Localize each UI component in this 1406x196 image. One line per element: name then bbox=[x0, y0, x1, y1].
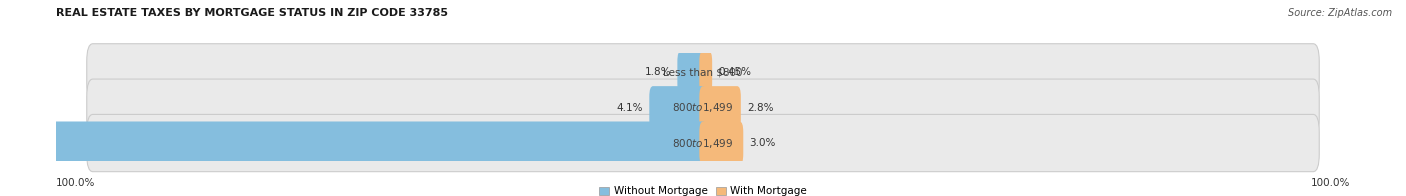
Text: $800 to $1,499: $800 to $1,499 bbox=[672, 101, 734, 114]
FancyBboxPatch shape bbox=[87, 114, 1319, 172]
FancyBboxPatch shape bbox=[87, 79, 1319, 136]
Text: 100.0%: 100.0% bbox=[56, 178, 96, 188]
FancyBboxPatch shape bbox=[699, 122, 744, 165]
Legend: Without Mortgage, With Mortgage: Without Mortgage, With Mortgage bbox=[599, 186, 807, 196]
FancyBboxPatch shape bbox=[699, 51, 713, 94]
Text: 1.8%: 1.8% bbox=[645, 67, 671, 77]
FancyBboxPatch shape bbox=[87, 44, 1319, 101]
Text: 0.45%: 0.45% bbox=[718, 67, 751, 77]
FancyBboxPatch shape bbox=[678, 51, 707, 94]
FancyBboxPatch shape bbox=[0, 122, 707, 165]
FancyBboxPatch shape bbox=[650, 86, 707, 129]
Text: Source: ZipAtlas.com: Source: ZipAtlas.com bbox=[1288, 8, 1392, 18]
Text: 2.8%: 2.8% bbox=[747, 103, 773, 113]
Text: 100.0%: 100.0% bbox=[1310, 178, 1350, 188]
Text: 4.1%: 4.1% bbox=[617, 103, 643, 113]
Text: $800 to $1,499: $800 to $1,499 bbox=[672, 137, 734, 150]
Text: REAL ESTATE TAXES BY MORTGAGE STATUS IN ZIP CODE 33785: REAL ESTATE TAXES BY MORTGAGE STATUS IN … bbox=[56, 8, 449, 18]
FancyBboxPatch shape bbox=[699, 86, 741, 129]
Text: 3.0%: 3.0% bbox=[749, 138, 776, 148]
Text: Less than $800: Less than $800 bbox=[664, 67, 742, 77]
